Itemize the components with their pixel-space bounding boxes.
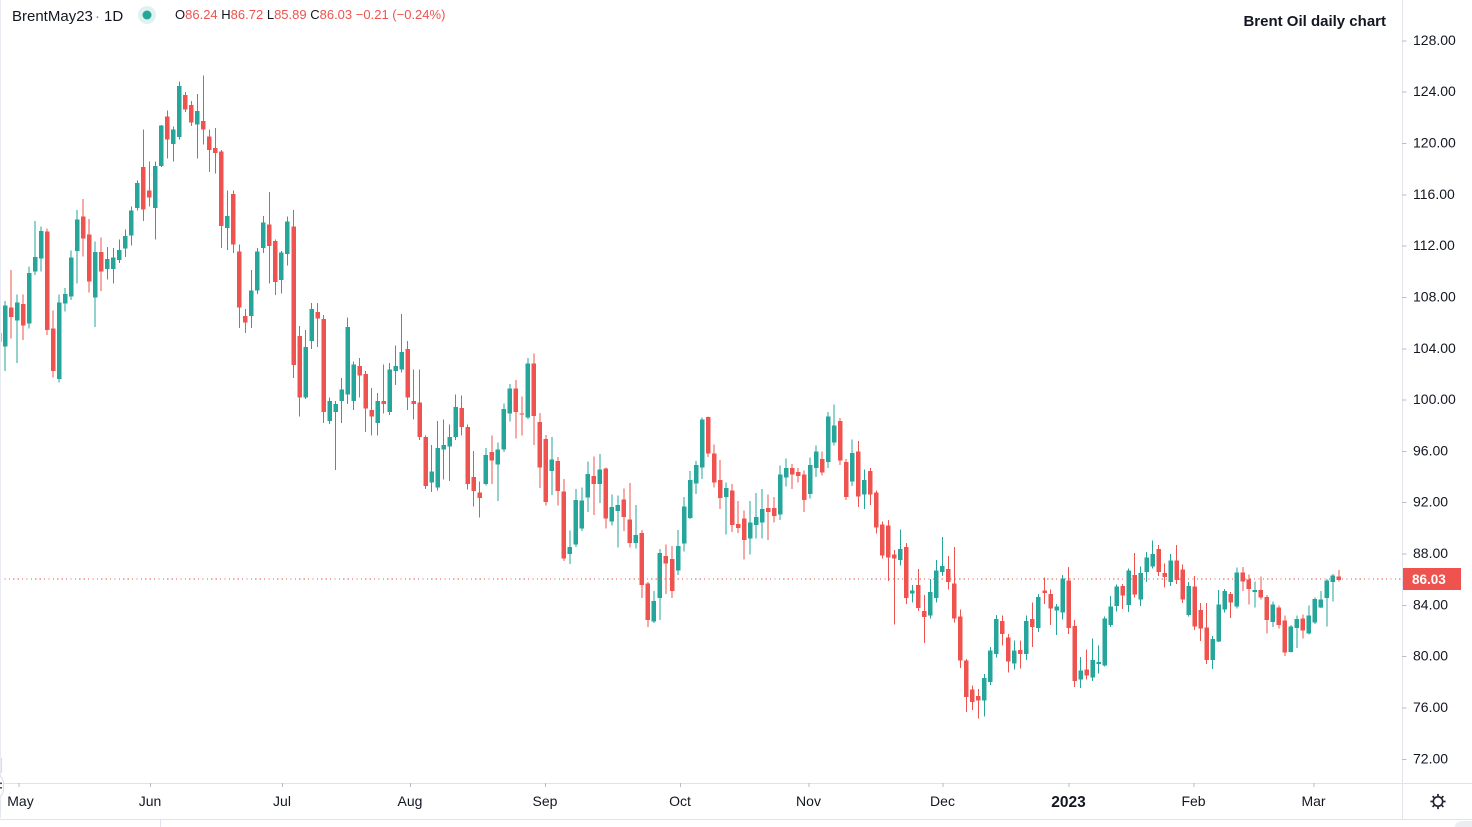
svg-text:Aug: Aug [398, 793, 423, 809]
svg-text:O86.24 H86.72 L85.89 C86.03 −0: O86.24 H86.72 L85.89 C86.03 −0.21 (−0.24… [175, 7, 445, 22]
svg-text:80.00: 80.00 [1413, 648, 1448, 664]
svg-text:116.00: 116.00 [1413, 186, 1455, 202]
svg-text:2023: 2023 [1051, 794, 1086, 811]
svg-text:Jun: Jun [139, 793, 162, 809]
svg-text:112.00: 112.00 [1413, 237, 1455, 253]
svg-text:120.00: 120.00 [1413, 135, 1456, 151]
svg-text:Feb: Feb [1181, 793, 1205, 809]
svg-text:104.00: 104.00 [1413, 340, 1456, 356]
svg-text:Dec: Dec [930, 793, 955, 809]
svg-text:72.00: 72.00 [1413, 750, 1448, 766]
svg-text:86.03: 86.03 [1412, 572, 1446, 587]
svg-text:76.00: 76.00 [1413, 699, 1448, 715]
svg-text:108.00: 108.00 [1413, 289, 1456, 305]
svg-text:·: · [95, 8, 100, 25]
svg-text:Sep: Sep [533, 793, 558, 809]
svg-text:124.00: 124.00 [1413, 83, 1456, 99]
svg-text:Jul: Jul [273, 793, 291, 809]
svg-text:100.00: 100.00 [1413, 391, 1456, 407]
svg-text:Brent Oil daily chart: Brent Oil daily chart [1243, 13, 1386, 30]
svg-text:Nov: Nov [796, 793, 821, 809]
svg-text:Oct: Oct [669, 793, 691, 809]
svg-text:92.00: 92.00 [1413, 494, 1448, 510]
svg-text:May: May [7, 793, 33, 809]
svg-text:BrentMay23: BrentMay23 [12, 8, 93, 25]
svg-text:88.00: 88.00 [1413, 545, 1448, 561]
svg-text:Mar: Mar [1301, 793, 1325, 809]
svg-text:96.00: 96.00 [1413, 442, 1448, 458]
svg-text:1D: 1D [104, 8, 123, 25]
svg-text:84.00: 84.00 [1413, 596, 1448, 612]
svg-text:128.00: 128.00 [1413, 32, 1456, 48]
